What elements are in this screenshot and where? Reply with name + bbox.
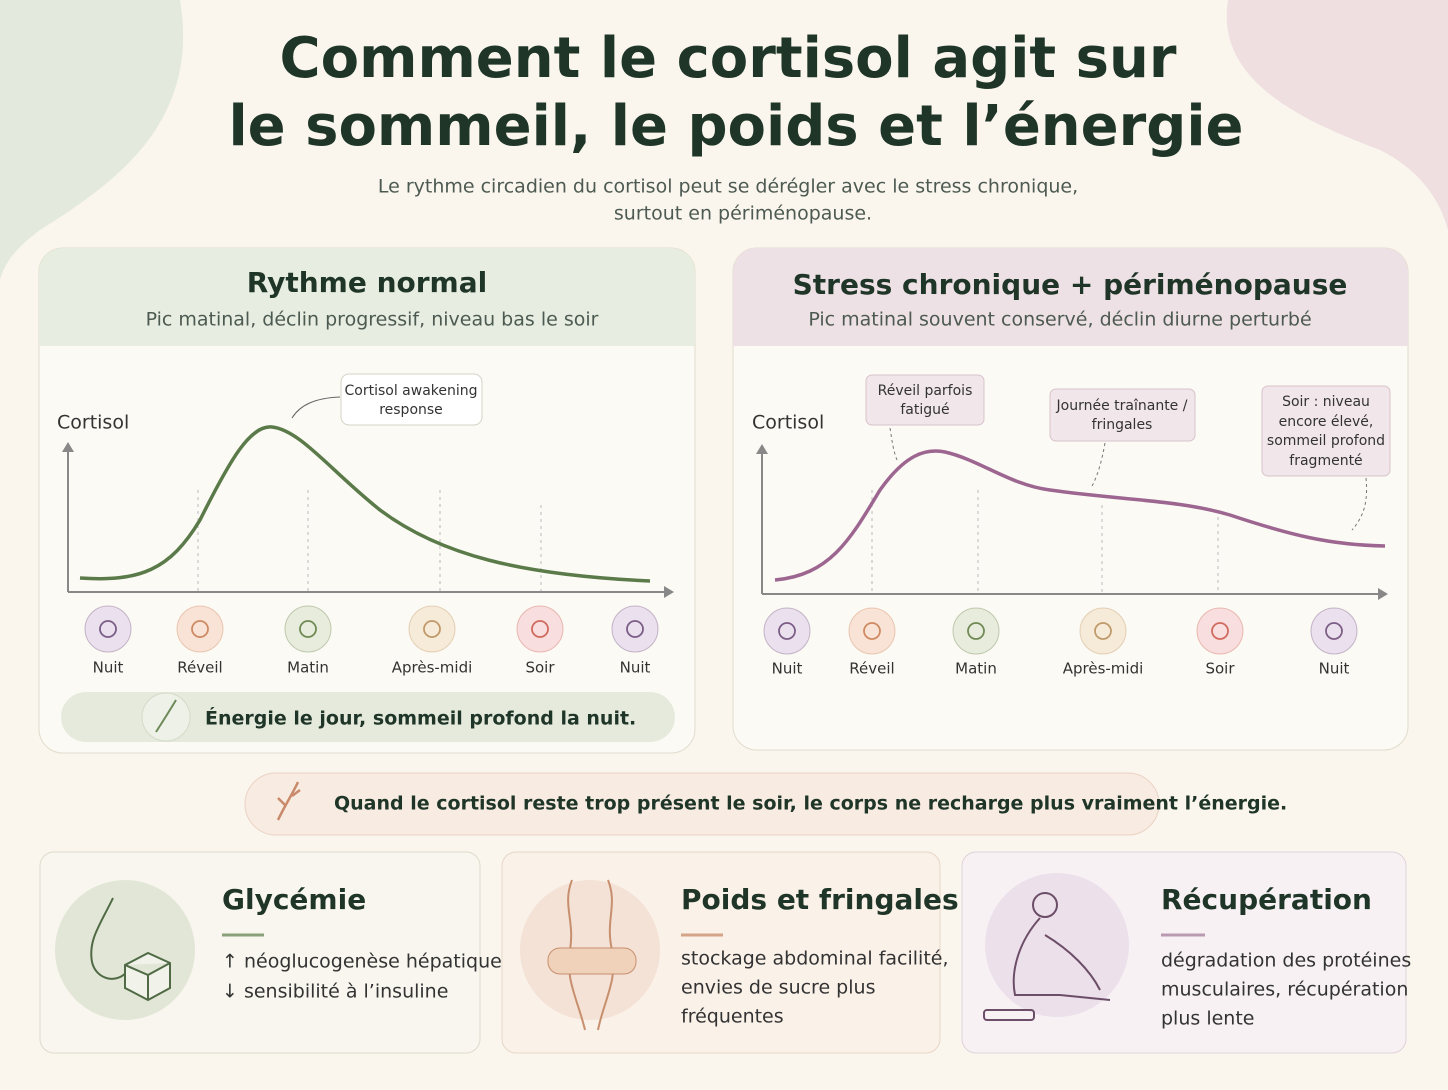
card-text: dégradation des protéines (1161, 950, 1411, 972)
phase-icon (952, 607, 1000, 655)
callout: Soir : niveau (1282, 394, 1370, 410)
callout: fragmenté (1289, 453, 1362, 469)
phase-glyph (1211, 622, 1229, 640)
card: Glycémie ↑ néoglucogenèse hépatique, ↓ s… (39, 851, 508, 1054)
callout: encore élevé, (1279, 414, 1374, 430)
subtitle: Le rythme circadien du cortisol peut se … (378, 176, 1078, 198)
title: Comment le cortisol agit sur (280, 26, 1177, 91)
panel-stress: Stress chronique + périménopause Pic mat… (732, 247, 1409, 751)
decor (1226, 0, 1448, 230)
panel-subtitle: Pic matinal, déclin progressif, niveau b… (146, 309, 599, 331)
phase-icon (176, 605, 224, 653)
phase-icon (516, 605, 564, 653)
phase-row: Nuit Réveil Matin Après-midi Soir Nuit Nuit Rév… (84, 605, 1358, 678)
phase-label: Nuit (93, 659, 124, 677)
phase-label: Nuit (620, 659, 651, 677)
card-text: ↓ sensibilité à l’insuline (222, 981, 448, 1003)
phase-label: Matin (287, 659, 329, 677)
curve (79, 425, 651, 583)
panel-normal: Rythme normal Pic matinal, déclin progre… (38, 247, 696, 754)
phase-label: Réveil (177, 659, 222, 677)
callout: Cortisol awakening (344, 383, 477, 399)
phase-icon (848, 607, 896, 655)
card-text: stockage abdominal facilité, (681, 948, 949, 970)
phase-icon (763, 607, 811, 655)
card-text: plus lente (1161, 1008, 1254, 1030)
callout: Réveil parfois (878, 383, 973, 399)
phase-icon (1310, 607, 1358, 655)
title: le sommeil, le poids et l’énergie (228, 94, 1243, 159)
card-title: Glycémie (222, 883, 366, 916)
card-text: fréquentes (681, 1006, 784, 1028)
callout: response (379, 402, 443, 418)
phase-glyph (863, 622, 881, 640)
phase-glyph (531, 620, 549, 638)
card: Récupération dégradation des protéines m… (961, 851, 1411, 1054)
callout: fatigué (900, 402, 949, 418)
phase-icon (84, 605, 132, 653)
phase-icon (1196, 607, 1244, 655)
phase-glyph (626, 620, 644, 638)
phase-label: Matin (955, 660, 997, 678)
panel-title: Stress chronique + périménopause (793, 268, 1348, 301)
subtitle: surtout en périménopause. (614, 203, 872, 225)
axis-label: Cortisol (57, 412, 129, 434)
phase-label: Nuit (772, 660, 803, 678)
panel-footer: Énergie le jour, sommeil profond la nuit… (205, 707, 636, 730)
phase-label: Après-midi (1063, 660, 1144, 678)
phase-icon (1079, 607, 1127, 655)
phase-glyph (99, 620, 117, 638)
phase-label: Soir (1205, 660, 1235, 678)
card-text: envies de sucre plus (681, 977, 875, 999)
callout: Journée traînante / (1056, 398, 1188, 414)
phase-label: Soir (525, 659, 555, 677)
callout: fringales (1092, 417, 1153, 433)
banner (244, 772, 1160, 836)
phase-label: Réveil (849, 660, 894, 678)
card-text: ↑ néoglucogenèse hépatique, (222, 951, 508, 973)
panel-subtitle: Pic matinal souvent conservé, déclin diu… (808, 309, 1311, 331)
card: Poids et fringales stockage abdominal fa… (501, 851, 959, 1054)
phase-glyph (1325, 622, 1343, 640)
banner-text: Quand le cortisol reste trop présent le … (334, 793, 1287, 815)
card-title: Poids et fringales (681, 883, 959, 916)
curve (774, 449, 1386, 582)
phase-icon (408, 605, 456, 653)
phase-glyph (423, 620, 441, 638)
phase-glyph (299, 620, 317, 638)
phase-glyph (778, 622, 796, 640)
card-text: musculaires, récupération (1161, 979, 1408, 1001)
axis-label: Cortisol (752, 412, 824, 434)
phase-icon (611, 605, 659, 653)
phase-label: Nuit (1319, 660, 1350, 678)
card-title: Récupération (1161, 883, 1372, 916)
phase-glyph (967, 622, 985, 640)
phase-glyph (1094, 622, 1112, 640)
phase-glyph (191, 620, 209, 638)
decor (0, 0, 184, 280)
panel-title: Rythme normal (247, 266, 487, 299)
callout: sommeil profond (1267, 433, 1385, 449)
phase-label: Après-midi (392, 659, 473, 677)
phase-icon (284, 605, 332, 653)
